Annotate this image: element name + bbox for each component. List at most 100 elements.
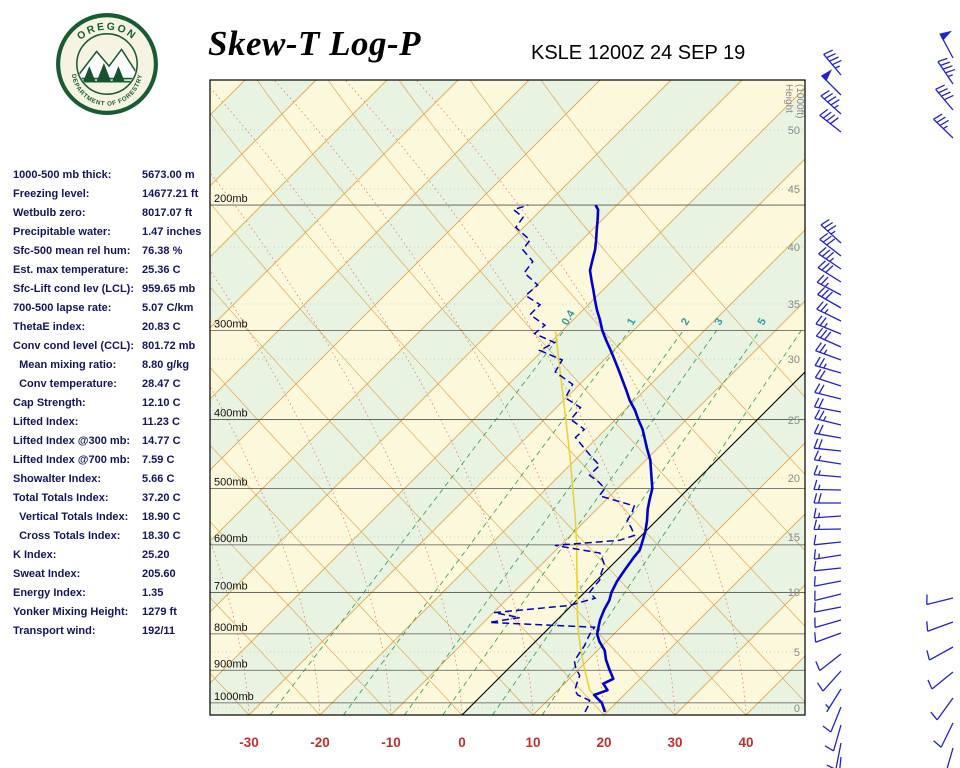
- wind-barb: [926, 594, 954, 606]
- index-row: Vertical Totals Index: 18.90 C: [13, 508, 213, 527]
- pressure-label: 1000mb: [214, 691, 254, 703]
- index-row: Est. max temperature: 25.36 C: [13, 261, 213, 280]
- index-row: Cap Strength: 12.10 C: [13, 394, 213, 413]
- index-row: Sfc-500 mean rel hum: 76.38 %: [13, 242, 213, 261]
- wind-barb: [814, 409, 842, 426]
- wind-barb: [930, 697, 954, 721]
- wind-barb: [815, 315, 842, 335]
- wind-barb: [817, 286, 842, 309]
- height-label: 35: [788, 299, 800, 311]
- index-row: Sweat Index: 205.60: [13, 565, 213, 584]
- index-value: 18.90 C: [142, 511, 181, 523]
- wind-barb: [815, 342, 842, 361]
- index-label: Freezing level:: [13, 188, 90, 200]
- index-value: 76.38 %: [142, 245, 183, 257]
- wind-barb: [813, 576, 842, 587]
- wind-barb: [820, 218, 842, 244]
- index-row: Cross Totals Index: 18.30 C: [13, 527, 213, 546]
- temp-axis-label: -30: [239, 735, 259, 750]
- index-row: Conv temperature: 28.47 C: [13, 375, 213, 394]
- pressure-label: 500mb: [214, 476, 248, 488]
- wind-barb: [813, 519, 842, 531]
- temp-axis-label: 30: [667, 735, 682, 750]
- wind-barb: [825, 688, 842, 713]
- skewt-plot-area: 0.4 1 2 3 5: [210, 80, 805, 715]
- index-label: K Index:: [13, 549, 57, 561]
- tree-icon: [83, 66, 96, 82]
- height-label: 5: [794, 647, 800, 659]
- index-value: 959.65 mb: [142, 283, 196, 295]
- pressure-axis-labels: 200mb 300mb 400mb 500mb 600mb 700mb 800mb 900mb…: [214, 193, 254, 703]
- wind-barb: [839, 756, 842, 768]
- zero-isotherm-line: [461, 371, 805, 715]
- wind-barb: [815, 327, 842, 348]
- index-value: 5.66 C: [142, 473, 175, 485]
- index-label: Precipitable water:: [13, 226, 111, 238]
- index-value: 14677.21 ft: [142, 188, 199, 200]
- index-row: Lifted Index @300 mb: 14.77 C: [13, 432, 213, 451]
- wind-barb: [926, 646, 954, 661]
- wind-barb: [813, 397, 842, 413]
- index-value: 8017.07 ft: [142, 207, 193, 219]
- wind-barb: [813, 423, 842, 439]
- index-label: Lifted Index @300 mb:: [13, 435, 131, 447]
- wind-barb: [813, 549, 842, 560]
- wind-barb: [813, 450, 842, 465]
- pressure-label: 200mb: [214, 193, 248, 205]
- index-row: Mean mixing ratio: 8.80 g/kg: [13, 356, 213, 375]
- index-row: 700-500 lapse rate: 5.07 C/km: [13, 299, 213, 318]
- wind-barb: [820, 89, 842, 115]
- pressure-label: 600mb: [214, 533, 248, 545]
- isotherm-bands: [210, 80, 805, 715]
- wind-barb: [813, 465, 842, 478]
- index-row: Sfc-Lift cond lev (LCL): 959.65 mb: [13, 280, 213, 299]
- height-label: 50: [788, 125, 800, 137]
- wind-barb: [926, 621, 954, 632]
- temp-axis-label: -20: [310, 735, 330, 750]
- index-label: Conv cond level (CCL):: [13, 340, 135, 352]
- index-value: 1279 ft: [142, 606, 177, 618]
- wind-barb-column: [813, 30, 956, 768]
- index-row: Lifted Index: 11.23 C: [13, 413, 213, 432]
- wind-barb: [819, 232, 842, 257]
- tree-icon: [96, 62, 112, 82]
- index-label: Wetbulb zero:: [13, 207, 86, 219]
- index-row: ThetaE index: 20.83 C: [13, 318, 213, 337]
- index-row: Total Totals Index: 37.20 C: [13, 489, 213, 508]
- mountain-icon: [77, 48, 137, 80]
- temp-axis-labels: -30 -20 -10 0 10 20 30 40: [239, 735, 753, 750]
- wind-barb: [927, 671, 954, 690]
- wind-barb: [818, 246, 842, 270]
- index-label: Yonker Mixing Height:: [13, 606, 129, 618]
- index-row: Energy Index: 1.35: [13, 584, 213, 603]
- index-value: 7.59 C: [142, 454, 175, 466]
- wind-barb: [937, 57, 956, 85]
- height-label: 40: [788, 242, 800, 254]
- temperature-trace: [588, 204, 654, 713]
- index-label: Transport wind:: [13, 625, 96, 637]
- index-label: 1000-500 mb thick:: [13, 169, 112, 181]
- index-value: 801.72 mb: [142, 340, 196, 352]
- index-value: 11.23 C: [142, 416, 180, 428]
- index-row: Yonker Mixing Height: 1279 ft: [13, 603, 213, 622]
- wind-barb: [813, 479, 842, 491]
- wind-barb: [814, 356, 842, 374]
- index-label: Energy Index:: [13, 587, 86, 599]
- height-label: 10: [788, 587, 800, 599]
- wind-barb: [816, 274, 842, 296]
- index-row: Showalter Index: 5.66 C: [13, 470, 213, 489]
- wind-barb: [946, 747, 954, 768]
- wind-barb: [823, 49, 842, 76]
- index-row: 1000-500 mb thick: 5673.00 m: [13, 166, 213, 185]
- height-axis-caption: Height: [783, 84, 794, 113]
- wind-barb: [822, 706, 842, 733]
- index-value: 37.20 C: [142, 492, 181, 504]
- index-value: 1.47 inches: [142, 226, 202, 238]
- wind-barb: [814, 368, 842, 387]
- index-value: 25.36 C: [142, 264, 181, 276]
- wind-barb: [935, 84, 954, 111]
- index-value: 28.47 C: [142, 378, 181, 390]
- index-row: Lifted Index @700 mb: 7.59 C: [13, 451, 213, 470]
- index-label: Showalter Index:: [13, 473, 102, 485]
